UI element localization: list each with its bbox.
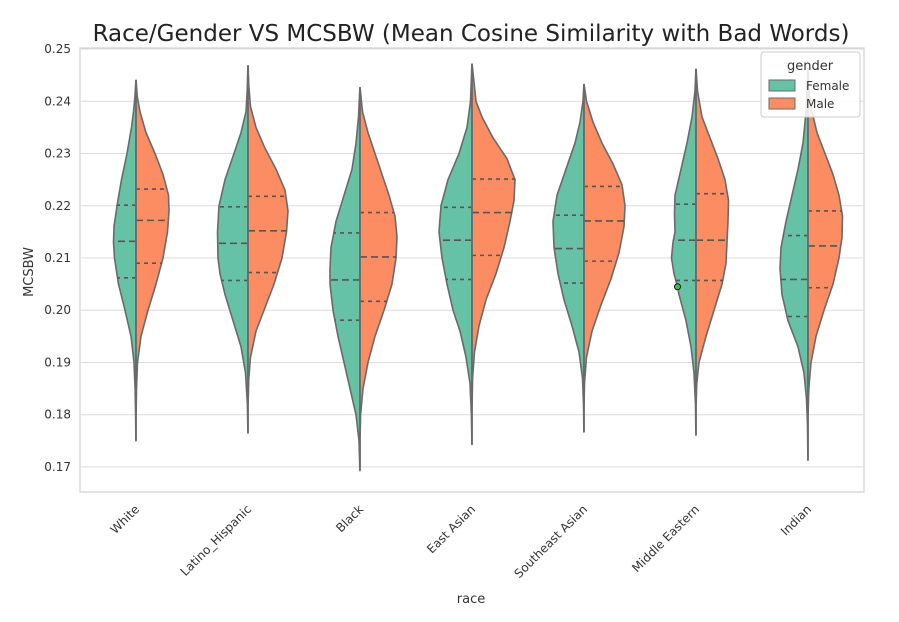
- y-tick-label: 0.18: [44, 408, 71, 422]
- y-tick-label: 0.25: [44, 42, 71, 56]
- x-tick-label: Indian: [778, 502, 814, 538]
- violin-female-white: [112, 79, 137, 442]
- y-tick-label: 0.21: [44, 251, 71, 265]
- y-tick-label: 0.20: [44, 303, 71, 317]
- x-tick-label: Black: [333, 502, 366, 535]
- violin-female-east-asian: [438, 63, 473, 446]
- y-tick-label: 0.17: [44, 460, 71, 474]
- violin-male-white: [135, 79, 170, 416]
- legend-title: gender: [787, 59, 834, 74]
- legend-label: Male: [806, 97, 834, 111]
- violin-female-middle-eastern: [670, 68, 697, 436]
- legend: gender Female Male: [760, 51, 861, 118]
- violin-male-southeast-asian: [583, 83, 626, 406]
- y-tick-label: 0.23: [44, 147, 71, 161]
- y-axis-label: MCSBW: [22, 247, 37, 297]
- y-axis-ticks: 0.17 0.18 0.19 0.20 0.21 0.22 0.23 0.24 0.25: [44, 42, 71, 474]
- legend-label: Female: [806, 79, 849, 93]
- y-tick-label: 0.19: [44, 355, 71, 369]
- violin-male-east-asian: [471, 63, 516, 406]
- y-tick-label: 0.24: [44, 94, 71, 108]
- x-tick-label: East Asian: [424, 502, 478, 556]
- violin-female-southeast-asian: [552, 83, 585, 433]
- legend-swatch: [768, 97, 796, 110]
- x-tick-label: White: [108, 502, 143, 537]
- x-tick-label: Middle Eastern: [629, 502, 702, 575]
- x-tick-label: Latino_Hispanic: [178, 502, 254, 578]
- violin-male-middle-eastern: [695, 68, 730, 406]
- x-axis-ticks: White Latino_Hispanic Black East Asian South…: [108, 502, 815, 581]
- x-axis-label: race: [457, 592, 485, 607]
- violins: [112, 63, 844, 472]
- legend-swatch: [768, 79, 796, 92]
- chart-title: Race/Gender VS MCSBW (Mean Cosine Simila…: [93, 21, 850, 47]
- x-tick-label: Southeast Asian: [512, 502, 591, 581]
- violin-male-black: [359, 86, 398, 437]
- y-tick-label: 0.22: [44, 199, 71, 213]
- outlier-point: [674, 283, 681, 291]
